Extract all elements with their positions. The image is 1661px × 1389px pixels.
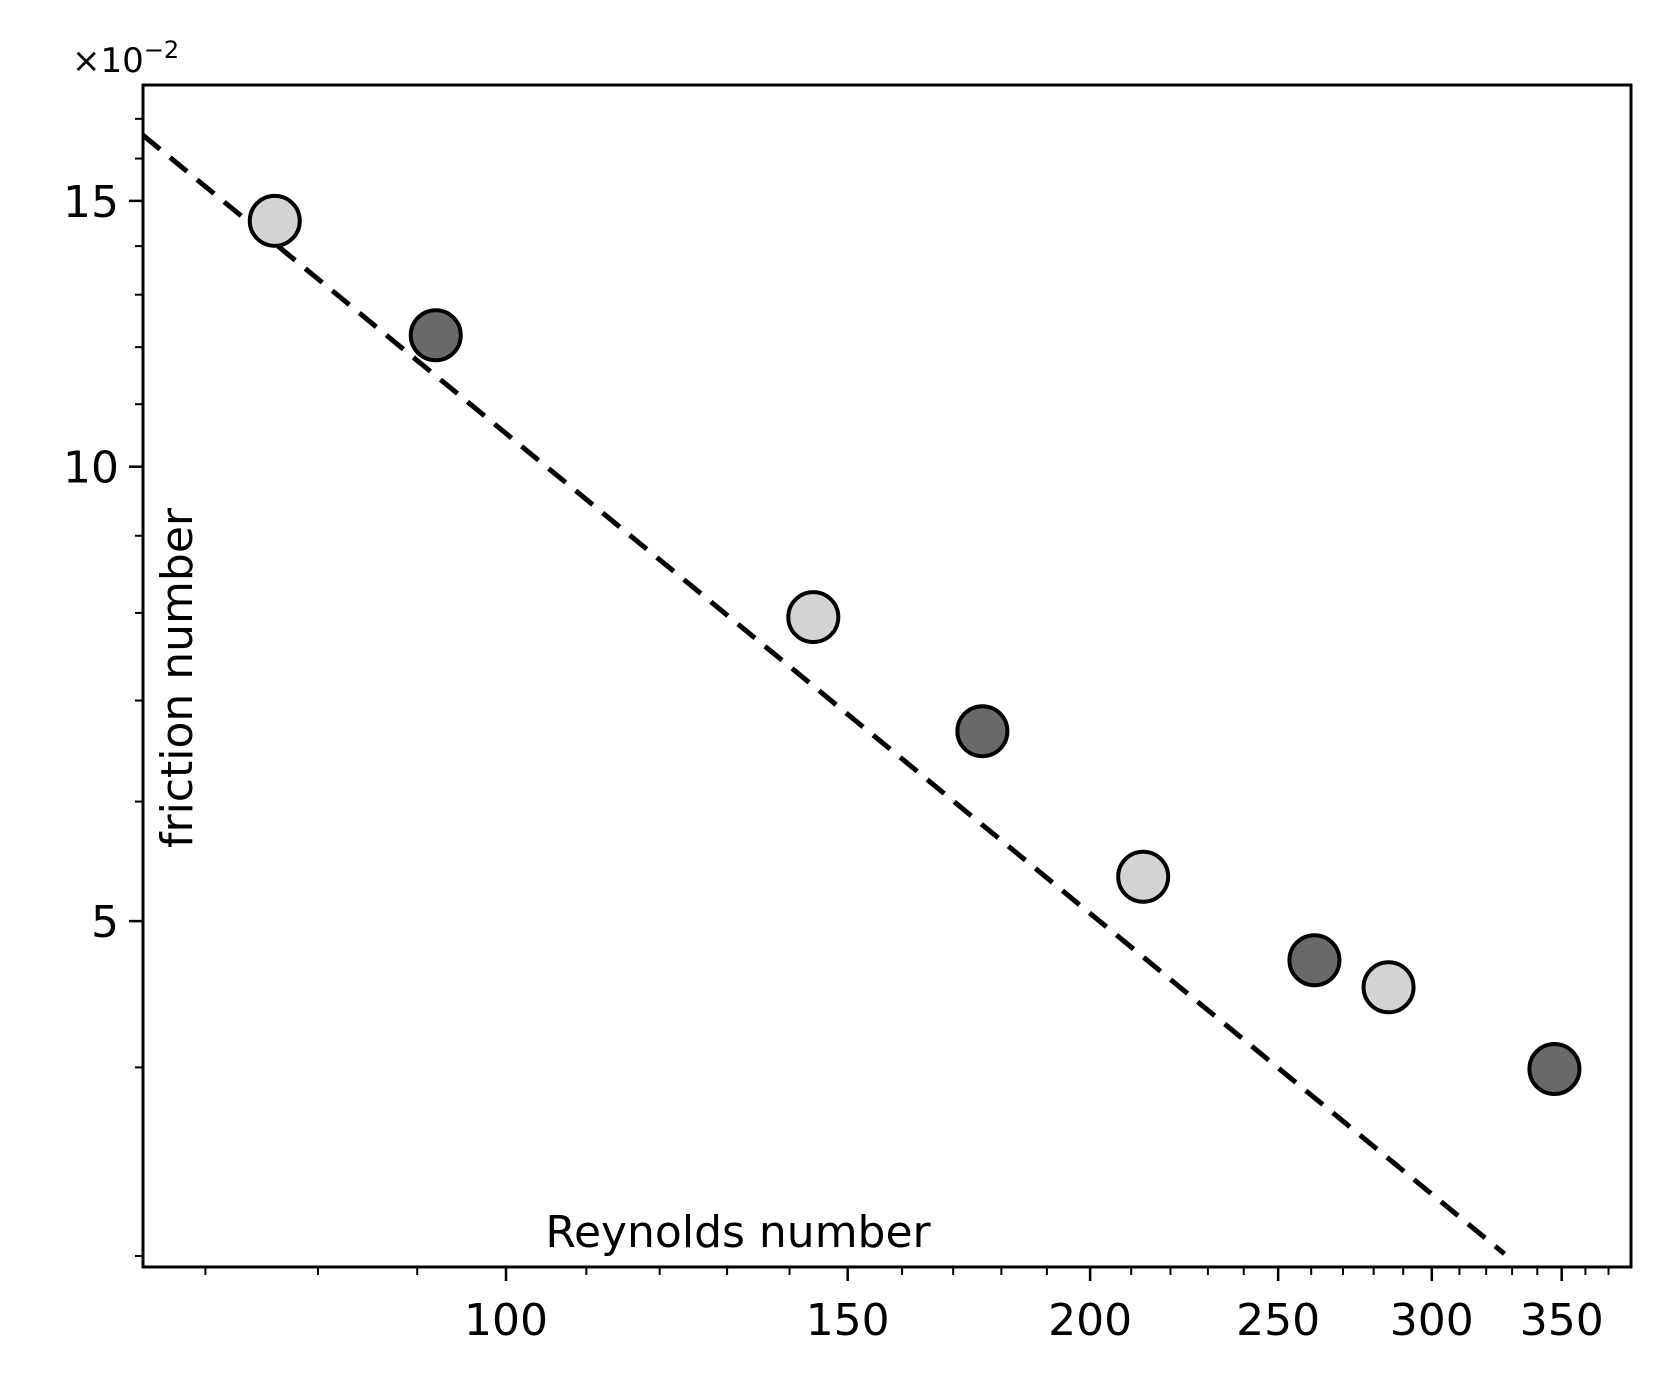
x-tick-label: 150 bbox=[806, 1295, 890, 1346]
x-axis-title: Reynolds number bbox=[545, 1207, 931, 1258]
fit-line-layer bbox=[143, 133, 1507, 1256]
y-axis-title: friction number bbox=[152, 507, 203, 848]
plot-area-frame bbox=[141, 83, 1633, 1269]
data-point-1-4 bbox=[1361, 960, 1416, 1015]
data-point-1-2 bbox=[786, 590, 841, 645]
y-offset-base: ×10 bbox=[72, 41, 144, 81]
data-point-2-1 bbox=[408, 308, 463, 363]
markers-layer bbox=[247, 193, 1582, 1097]
x-tick-label: 300 bbox=[1390, 1295, 1474, 1346]
x-tick-label: 350 bbox=[1520, 1295, 1604, 1346]
ticks-layer: 100 150 200 250 300 350 5 10 15 bbox=[63, 117, 1610, 1346]
x-tick-label: 200 bbox=[1048, 1295, 1132, 1346]
y-tick-label: 15 bbox=[63, 177, 119, 228]
data-point-2-4 bbox=[1527, 1042, 1582, 1097]
data-point-1-1 bbox=[247, 193, 302, 248]
x-tick-label: 250 bbox=[1236, 1295, 1320, 1346]
x-tick-label: 100 bbox=[464, 1295, 548, 1346]
y-offset-exponent: −2 bbox=[144, 36, 179, 64]
data-point-2-2 bbox=[955, 704, 1010, 759]
data-point-1-3 bbox=[1116, 849, 1171, 904]
y-axis-offset-label: ×10−2 bbox=[72, 36, 179, 81]
y-tick-label: 10 bbox=[63, 443, 119, 494]
data-point-2-3 bbox=[1287, 933, 1342, 988]
fit-line bbox=[143, 133, 1507, 1256]
y-tick-label: 5 bbox=[91, 897, 119, 948]
